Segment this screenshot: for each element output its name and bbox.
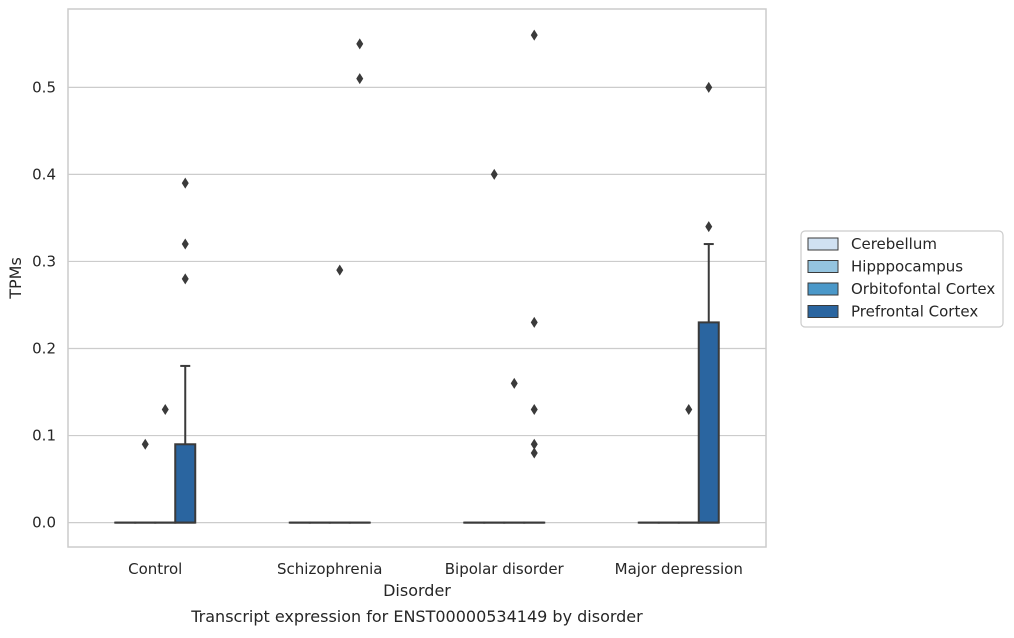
outlier-point (356, 38, 363, 49)
legend-label: Prefrontal Cortex (851, 303, 978, 321)
outlier-point (182, 273, 189, 284)
outlier-point (182, 178, 189, 189)
outlier-point (356, 73, 363, 84)
outlier-point (336, 265, 343, 276)
outlier-point (685, 404, 692, 415)
chart-caption: Transcript expression for ENST0000053414… (190, 607, 643, 626)
outlier-point (511, 378, 518, 389)
x-tick-label: Control (128, 560, 182, 578)
legend-swatch (808, 306, 838, 318)
legend-label: Hipppocampus (851, 258, 963, 276)
outlier-point (182, 239, 189, 250)
legend-swatch (808, 283, 838, 295)
y-tick-label: 0.3 (32, 252, 56, 270)
outlier-point (531, 439, 538, 450)
x-tick-label: Schizophrenia (277, 560, 382, 578)
y-tick-label: 0.1 (32, 427, 56, 445)
outlier-point (531, 404, 538, 415)
outlier-point (705, 82, 712, 93)
outlier-point (491, 169, 498, 180)
box-prefrontal-cortex (699, 322, 719, 522)
outlier-point (142, 439, 149, 450)
legend: Cerebellum Hipppocampus Orbitofontal Corte… (801, 231, 1003, 327)
y-tick-label: 0.4 (32, 165, 56, 183)
x-tick-label: Bipolar disorder (445, 560, 565, 578)
legend-label: Cerebellum (851, 235, 937, 253)
legend-swatch (808, 261, 838, 273)
y-tick-label: 0.0 (32, 514, 56, 532)
y-axis-label: TPMs (6, 257, 25, 300)
outlier-point (705, 221, 712, 232)
outlier-point (531, 30, 538, 41)
outlier-point (162, 404, 169, 415)
outlier-point (531, 317, 538, 328)
x-tick-label: Major depression (615, 560, 743, 578)
plot-frame (68, 9, 766, 547)
box-prefrontal-cortex (175, 444, 195, 522)
y-tick-label: 0.5 (32, 78, 56, 96)
x-axis-label: Disorder (383, 581, 451, 600)
legend-label: Orbitofontal Cortex (851, 280, 995, 298)
y-tick-label: 0.2 (32, 340, 56, 358)
legend-swatch (808, 238, 838, 250)
